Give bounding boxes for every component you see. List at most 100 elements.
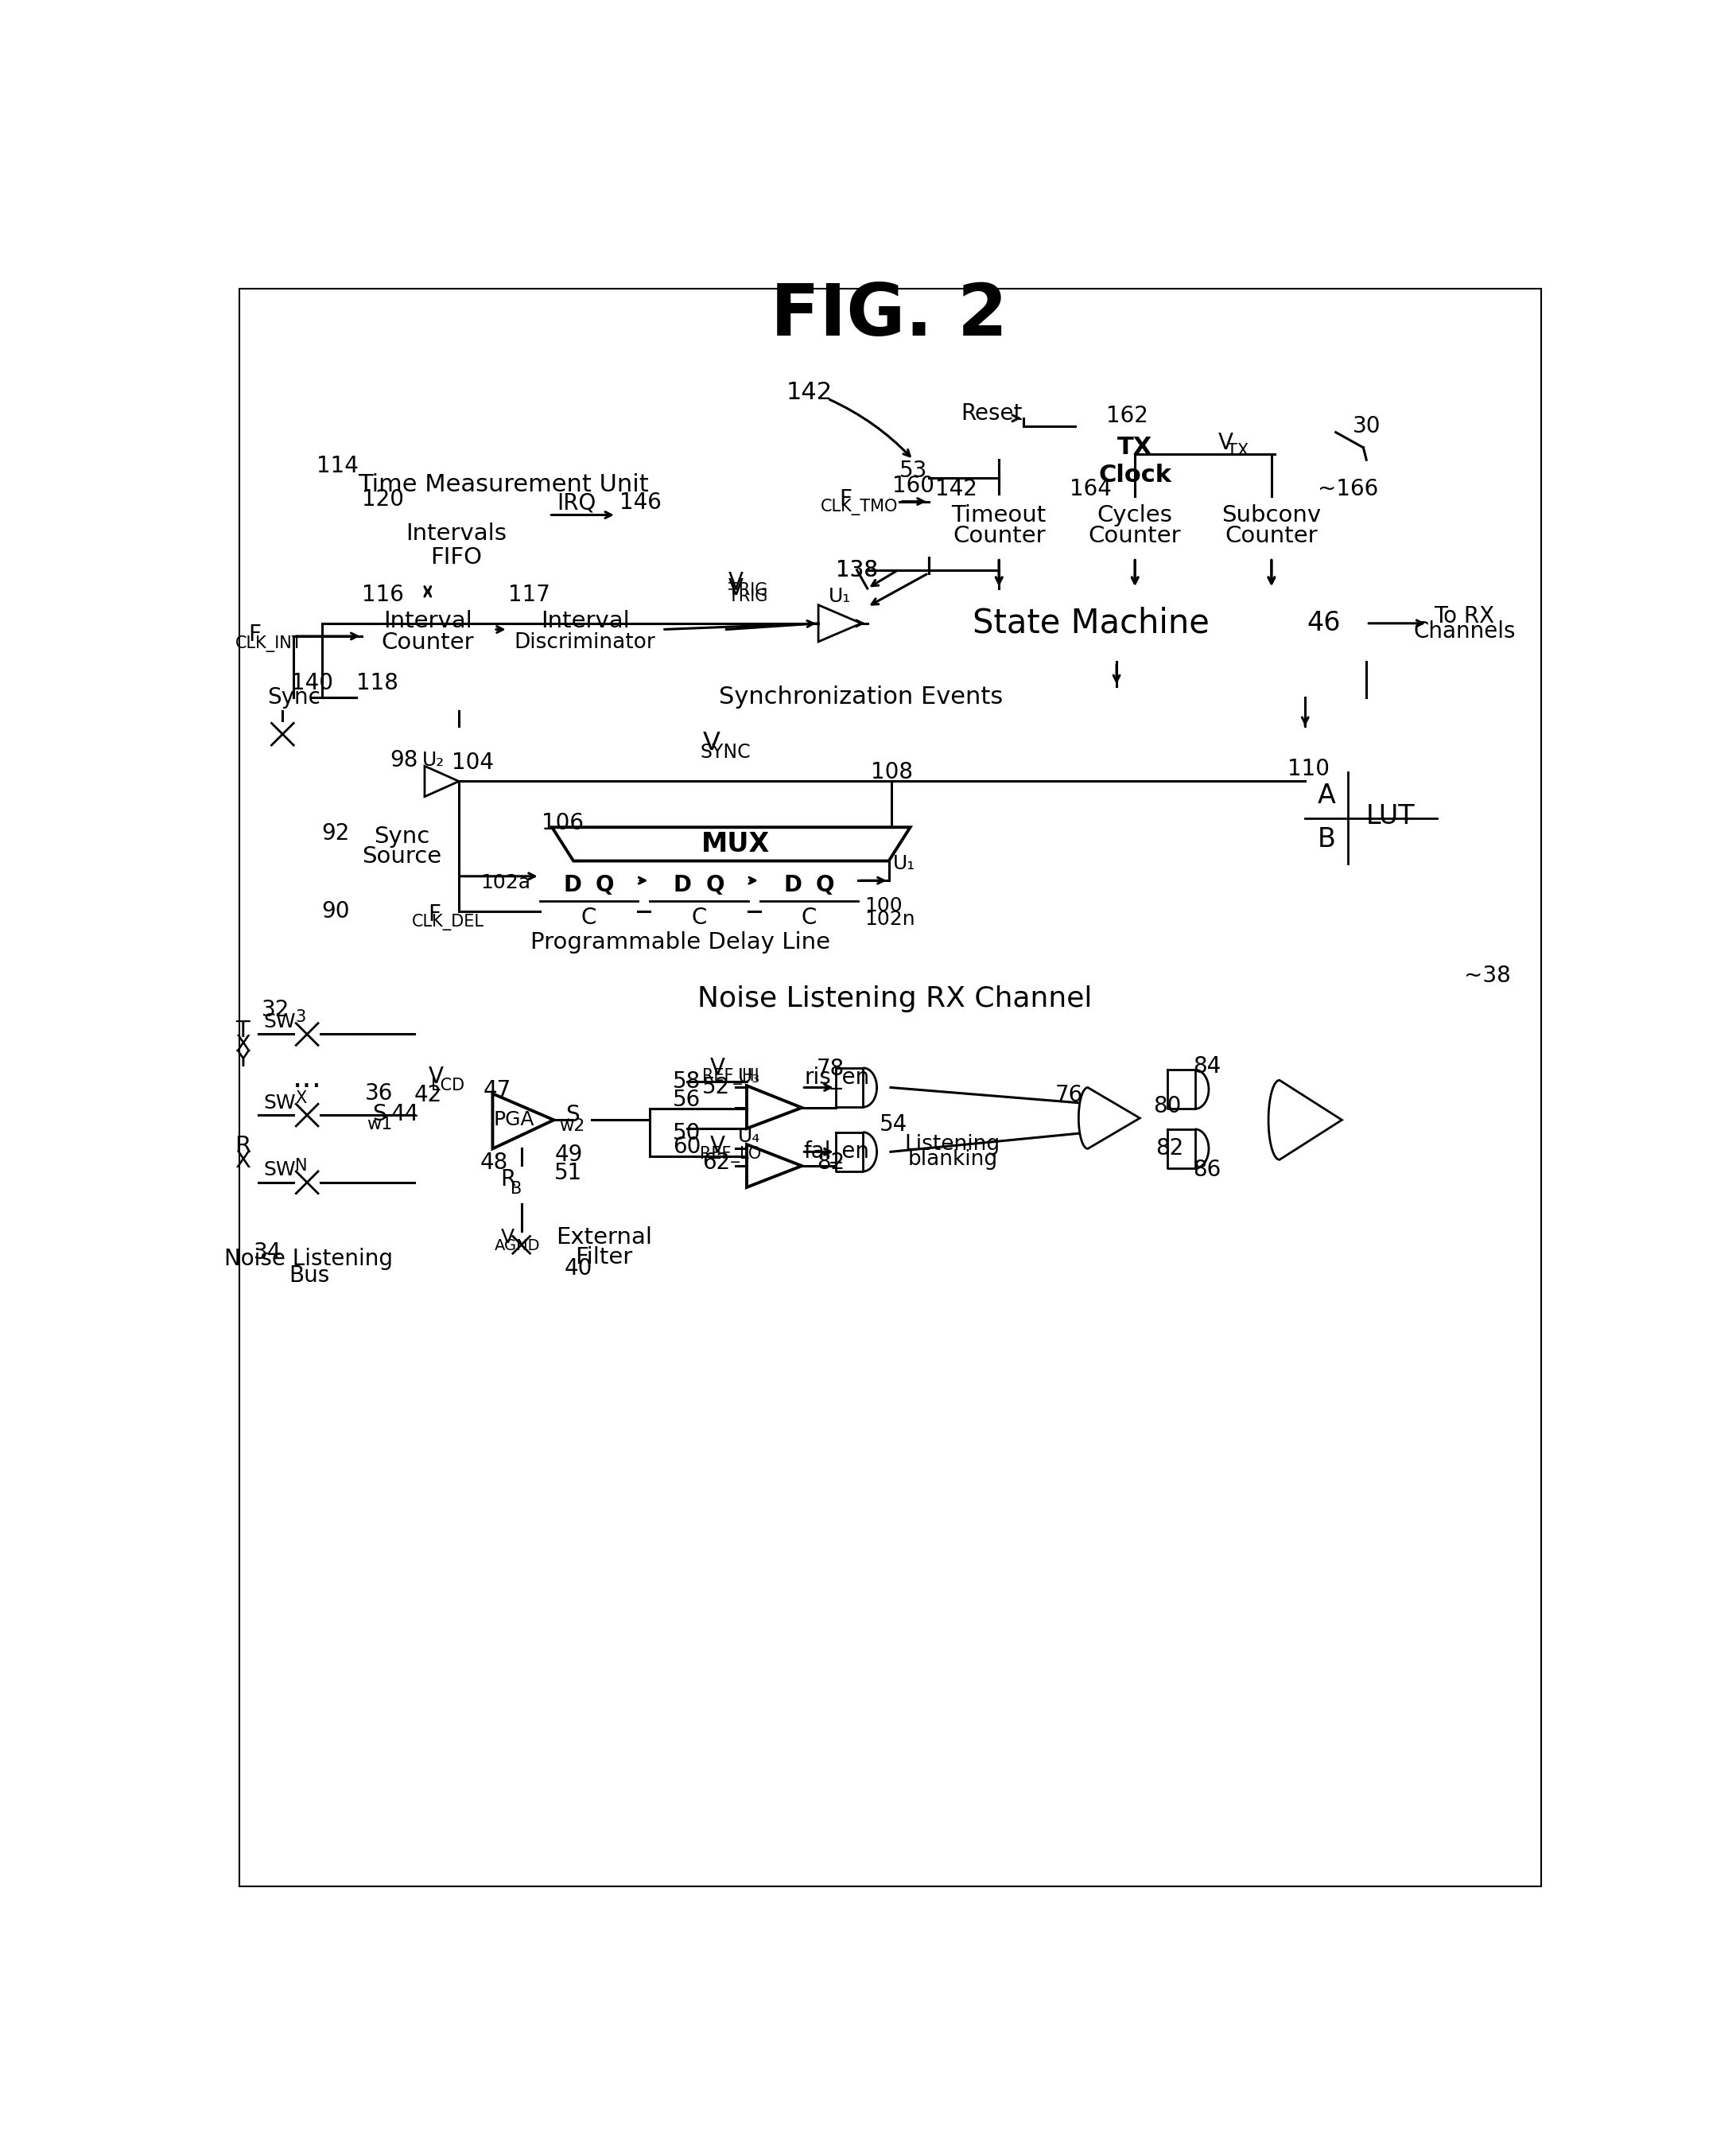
Text: SW: SW [264, 1160, 295, 1179]
Text: D: D [783, 874, 802, 896]
Text: V: V [710, 1134, 726, 1158]
Text: 42: 42 [415, 1085, 443, 1106]
Text: Counter: Counter [953, 526, 1045, 548]
Text: 146: 146 [620, 492, 661, 513]
Bar [325, 726, 1446, 954]
Text: Y: Y [236, 1048, 250, 1072]
Text: 108: 108 [871, 760, 913, 784]
Text: ...: ... [292, 1063, 321, 1093]
Text: F: F [248, 623, 262, 647]
Text: Q: Q [705, 874, 724, 896]
Text: V: V [727, 578, 743, 599]
Bar [415, 977, 1483, 1222]
Text: 60: 60 [672, 1136, 701, 1158]
Text: D: D [562, 874, 582, 896]
Text: 36: 36 [365, 1083, 394, 1104]
Bar [363, 597, 493, 662]
Text: U₂: U₂ [422, 750, 444, 769]
Text: Bus: Bus [288, 1265, 330, 1287]
Bar [496, 1164, 545, 1203]
Text: U₄: U₄ [738, 1128, 760, 1147]
Text: CLK_INT: CLK_INT [236, 636, 302, 651]
Text: Discriminator: Discriminator [514, 632, 656, 653]
Text: 40: 40 [564, 1257, 592, 1280]
Text: To RX: To RX [1434, 606, 1495, 627]
Text: 46: 46 [1307, 610, 1340, 636]
Text: X: X [234, 1149, 250, 1173]
Text: REF_LO: REF_LO [700, 1145, 762, 1162]
Text: LUT: LUT [1366, 803, 1415, 829]
Text: IRQ: IRQ [557, 492, 595, 513]
Text: 82: 82 [816, 1151, 845, 1175]
Text: 44: 44 [391, 1102, 418, 1126]
Text: V: V [1219, 432, 1233, 455]
Text: 47: 47 [483, 1080, 510, 1102]
Text: TX: TX [1118, 436, 1153, 460]
Text: 102a: 102a [481, 872, 531, 891]
Text: Q: Q [816, 874, 835, 896]
Text: 117: 117 [509, 584, 550, 606]
Text: 80: 80 [1153, 1095, 1182, 1117]
Text: R: R [234, 1134, 250, 1158]
Text: 32: 32 [260, 999, 290, 1020]
Text: A: A [1318, 782, 1335, 808]
Bar [259, 1012, 359, 1237]
Text: S: S [372, 1102, 387, 1126]
Text: 3: 3 [295, 1010, 306, 1025]
Text: Synchronization Events: Synchronization Events [719, 685, 1003, 709]
Text: 82: 82 [1154, 1138, 1184, 1160]
Bar [363, 503, 549, 586]
Bar [868, 589, 1366, 662]
Text: 86: 86 [1193, 1160, 1220, 1181]
Text: Noise Listening RX Channel: Noise Listening RX Channel [698, 986, 1092, 1012]
Bar [929, 494, 1069, 558]
Text: Counter: Counter [382, 632, 474, 653]
Text: U₃: U₃ [738, 1068, 760, 1087]
Text: V: V [429, 1065, 443, 1089]
Text: V: V [502, 1229, 514, 1248]
Text: 49: 49 [554, 1143, 583, 1166]
Text: 116: 116 [363, 584, 404, 606]
Text: LCD: LCD [431, 1078, 465, 1093]
Bar [1201, 494, 1342, 558]
Text: 48: 48 [479, 1151, 509, 1175]
Text: 84: 84 [1193, 1055, 1220, 1076]
Text: CLK_TMO: CLK_TMO [821, 498, 898, 516]
Text: Counter: Counter [1088, 526, 1180, 548]
Text: 162: 162 [1106, 404, 1149, 427]
Text: 58: 58 [672, 1070, 701, 1093]
Text: 104: 104 [451, 752, 493, 773]
Text: 100: 100 [865, 896, 903, 915]
Text: Listening: Listening [904, 1134, 1000, 1156]
Text: External: External [556, 1227, 653, 1248]
Text: C: C [802, 906, 818, 928]
Text: 51: 51 [554, 1162, 583, 1184]
Text: T: T [236, 1020, 250, 1042]
Bar [293, 1102, 321, 1128]
Text: 114: 114 [316, 455, 358, 477]
Text: Clock: Clock [1099, 464, 1172, 488]
Text: 54: 54 [880, 1113, 908, 1136]
Text: B: B [1318, 827, 1335, 853]
Text: AGND: AGND [495, 1239, 540, 1254]
Text: Channels: Channels [1413, 621, 1516, 642]
Text: ris_en: ris_en [804, 1068, 870, 1089]
Text: Programmable Delay Line: Programmable Delay Line [531, 932, 830, 954]
Text: TRIG: TRIG [729, 589, 767, 604]
Text: ~166: ~166 [1318, 479, 1378, 500]
Bar [899, 1126, 1005, 1181]
Text: blanking: blanking [908, 1149, 998, 1169]
Text: 56: 56 [672, 1089, 701, 1111]
Text: State Machine: State Machine [972, 606, 1210, 640]
Text: 102n: 102n [865, 909, 915, 928]
Bar [510, 1233, 533, 1257]
Text: SYNC: SYNC [700, 743, 750, 763]
Text: 53: 53 [899, 460, 927, 481]
Bar [540, 870, 637, 934]
Text: FIG. 2: FIG. 2 [771, 281, 1009, 350]
Text: U₁: U₁ [828, 586, 851, 606]
Text: SW: SW [264, 1093, 295, 1113]
Text: Intervals: Intervals [406, 522, 507, 543]
Text: Counter: Counter [1226, 526, 1318, 548]
Text: 90: 90 [321, 900, 349, 924]
